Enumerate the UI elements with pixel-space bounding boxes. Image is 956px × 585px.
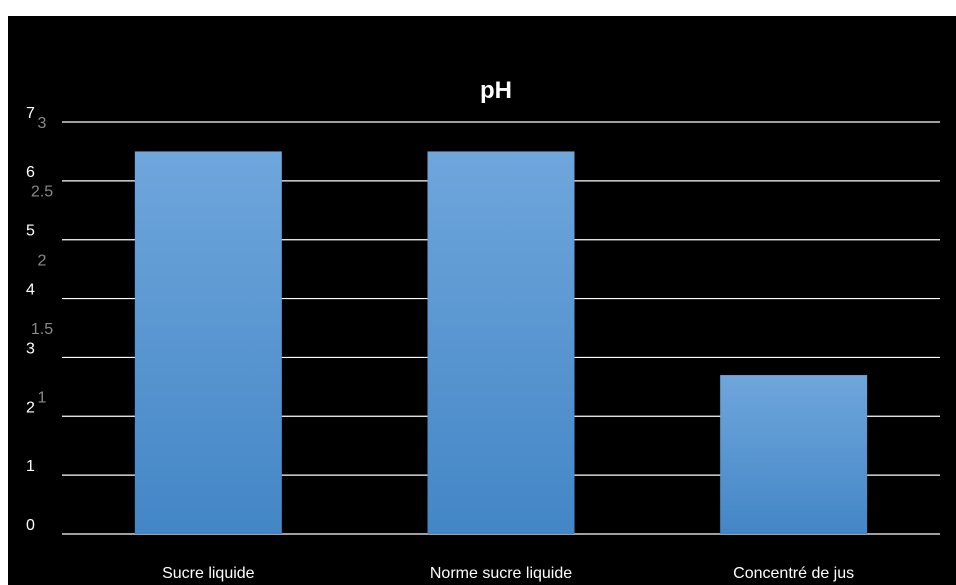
y-tick-label: 6 <box>26 164 35 181</box>
y-tick-label: 1 <box>26 458 35 475</box>
x-category-label: Norme sucre liquide <box>430 565 572 582</box>
y-axis-ticks: 0 1 2 3 4 5 6 7 <box>26 105 35 534</box>
x-category-label: Concentré de jus <box>733 565 854 582</box>
secondary-y-tick-label: 1.5 <box>31 321 53 338</box>
y-tick-label: 0 <box>26 517 35 534</box>
bars <box>134 151 868 534</box>
chart-title: pH <box>480 77 512 104</box>
y-tick-label: 2 <box>26 399 35 416</box>
secondary-y-axis-ticks: 1 1.5 2 2.5 3 <box>31 115 53 407</box>
y-tick-label: 7 <box>26 105 35 122</box>
secondary-y-tick-label: 1 <box>38 390 47 407</box>
secondary-y-tick-label: 2.5 <box>31 184 53 201</box>
secondary-y-tick-label: 2 <box>38 252 47 269</box>
bar <box>427 151 575 534</box>
secondary-y-tick-label: 3 <box>38 115 47 132</box>
y-tick-label: 5 <box>26 223 35 240</box>
y-tick-label: 3 <box>26 340 35 357</box>
bar <box>720 375 868 534</box>
bar <box>134 151 282 534</box>
x-axis-categories: Sucre liquide Norme sucre liquide Concentr… <box>162 565 854 582</box>
x-category-label: Sucre liquide <box>162 565 255 582</box>
y-tick-label: 4 <box>26 282 35 299</box>
